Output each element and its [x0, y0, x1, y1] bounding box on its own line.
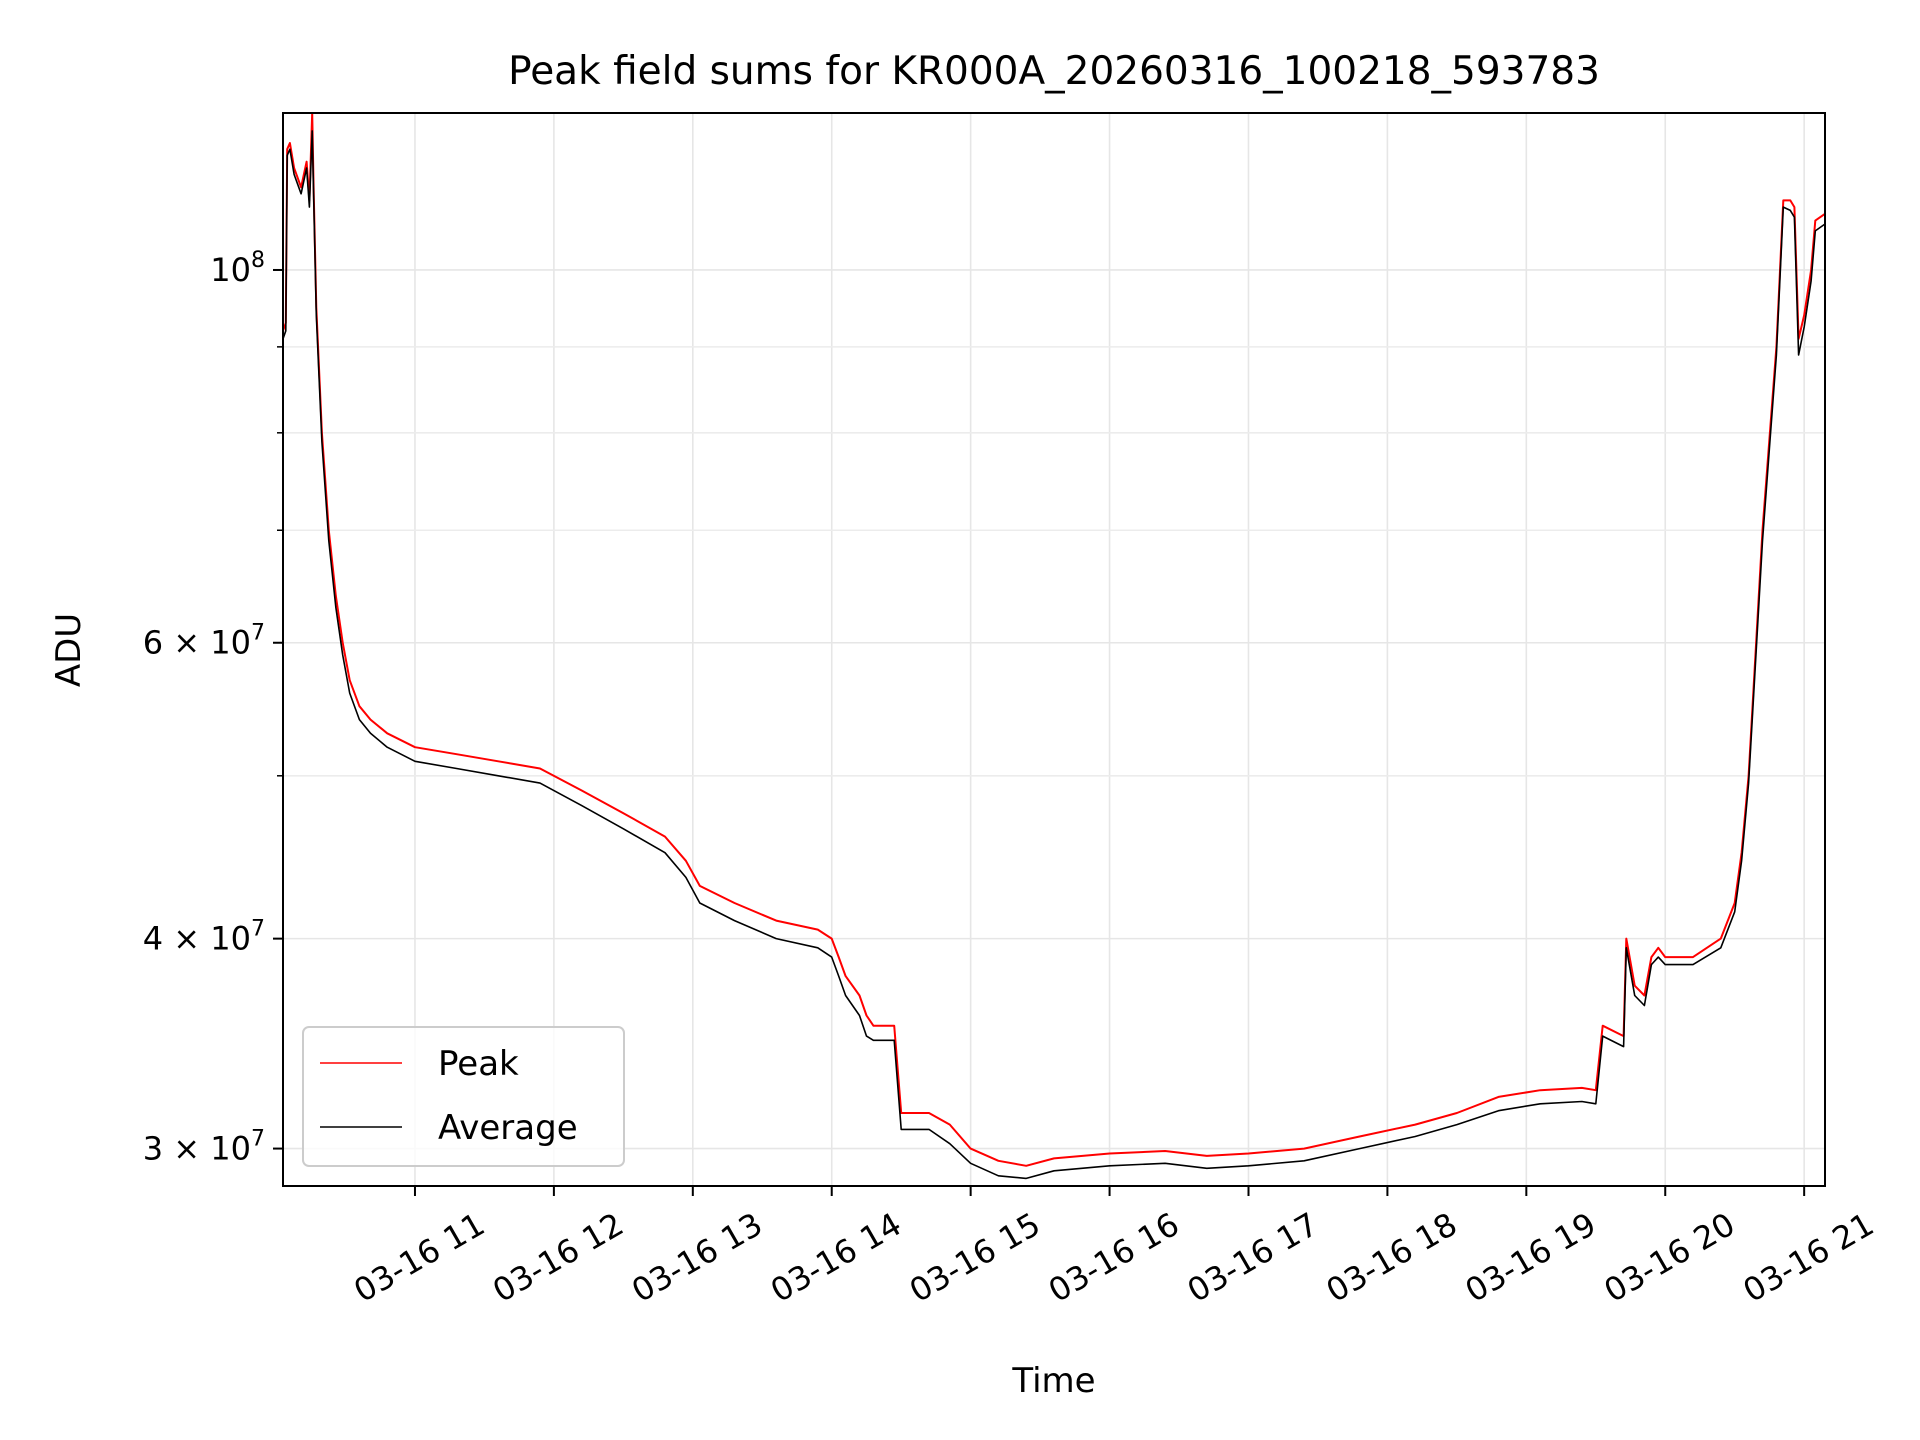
- legend-label-peak: Peak: [438, 1044, 519, 1084]
- y-tick-label-base: 6 × 10: [143, 624, 251, 662]
- y-tick-label-exponent: 8: [251, 248, 265, 273]
- y-tick-label-exponent: 7: [251, 1127, 265, 1152]
- legend-label-average: Average: [438, 1108, 578, 1148]
- legend: Peak Average: [302, 1026, 625, 1167]
- y-tick-label-exponent: 7: [251, 917, 265, 942]
- y-tick-label: 4 × 107: [143, 917, 265, 958]
- y-tick-label-exponent: 7: [251, 621, 265, 646]
- chart-title: Peak field sums for KR000A_20260316_1002…: [508, 49, 1600, 94]
- series-line-average: [282, 130, 1826, 1180]
- y-axis-label: ADU: [49, 613, 89, 687]
- plot-frame: [282, 112, 1826, 1187]
- x-axis-label: Time: [1011, 1361, 1095, 1401]
- series-line-peak: [282, 112, 1826, 1167]
- y-tick-label: 108: [210, 248, 265, 289]
- series-layer: [282, 112, 1826, 1180]
- legend-box: [302, 1026, 625, 1167]
- y-tick-label: 3 × 107: [143, 1127, 265, 1168]
- y-tick-label: 6 × 107: [143, 621, 265, 662]
- y-tick-label-base: 4 × 10: [143, 920, 251, 958]
- y-tick-label-base: 10: [210, 251, 251, 289]
- y-tick-label-base: 3 × 10: [143, 1130, 251, 1168]
